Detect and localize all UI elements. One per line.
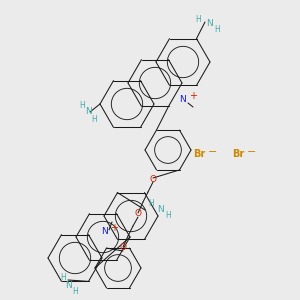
Text: O: O <box>134 209 142 218</box>
Text: N: N <box>64 280 71 290</box>
Text: N: N <box>180 95 186 104</box>
Text: H: H <box>79 101 85 110</box>
Text: H: H <box>195 14 201 23</box>
Text: N: N <box>85 107 92 116</box>
Text: H: H <box>148 200 154 208</box>
Text: O: O <box>149 175 157 184</box>
Text: H: H <box>72 287 78 296</box>
Text: N: N <box>206 20 213 28</box>
Text: +: + <box>189 91 197 101</box>
Text: +: + <box>110 223 118 233</box>
Text: H: H <box>214 26 220 34</box>
Text: Br: Br <box>232 149 244 159</box>
Text: H: H <box>91 115 97 124</box>
Text: Br: Br <box>193 149 205 159</box>
Text: H: H <box>60 272 66 281</box>
Text: O: O <box>119 244 127 253</box>
Text: H: H <box>165 211 171 220</box>
Text: −: − <box>247 147 257 157</box>
Text: −: − <box>208 147 218 157</box>
Text: N: N <box>157 205 164 214</box>
Text: N: N <box>100 227 107 236</box>
